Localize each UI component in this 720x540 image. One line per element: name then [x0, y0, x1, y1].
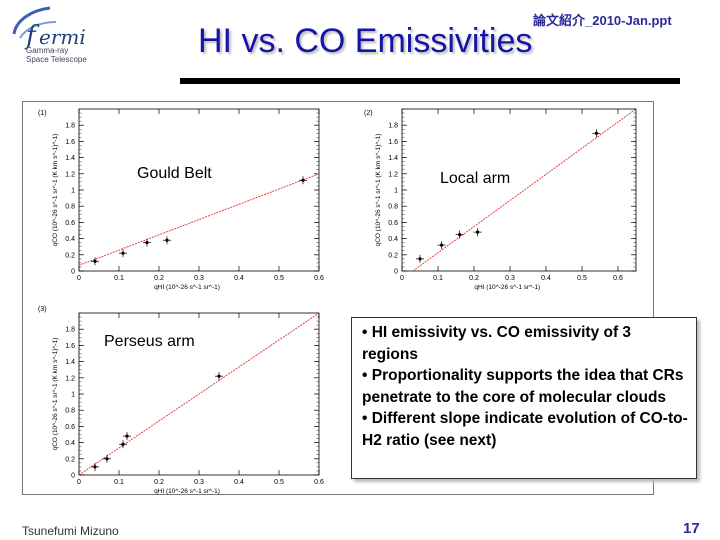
x-tick-label: 0.3 — [505, 275, 515, 282]
title-rule — [180, 78, 680, 84]
y-tick-label: 0.2 — [388, 252, 398, 259]
x-tick-label: 0 — [400, 275, 404, 282]
x-tick-label: 0 — [77, 479, 81, 486]
y-tick-label: 1 — [71, 392, 75, 399]
y-tick-label: 1.4 — [65, 155, 75, 162]
y-tick-label: 1.2 — [65, 171, 75, 178]
page-number: 17 — [683, 520, 700, 537]
file-note: 論文紹介_2010-Jan.ppt — [533, 13, 672, 28]
x-tick-label: 0.4 — [234, 479, 244, 486]
y-tick-label: 1.2 — [388, 171, 398, 178]
data-point — [145, 241, 149, 245]
y-tick-label: 0.4 — [65, 440, 75, 447]
panel-id: (2) — [364, 110, 373, 117]
region-label: Local arm — [440, 170, 510, 187]
bullet-3: • Different slope indicate evolution of … — [362, 410, 688, 449]
y-tick-label: 1.6 — [65, 343, 75, 350]
plot-frame — [401, 108, 637, 272]
y-tick-label: 0.6 — [388, 220, 398, 227]
x-tick-label: 0.5 — [274, 275, 284, 282]
x-axis-label: qHI (10^-26 s^-1 sr^-1) — [154, 284, 220, 291]
panel-id: (3) — [38, 306, 47, 313]
data-point — [125, 434, 129, 438]
y-tick-label: 0 — [394, 269, 398, 276]
x-tick-label: 0 — [77, 275, 81, 282]
data-point — [594, 131, 599, 135]
y-tick-label: 1.8 — [65, 123, 75, 130]
y-tick-label: 1.4 — [388, 155, 398, 162]
data-point — [440, 243, 444, 247]
y-tick-label: 0.2 — [65, 456, 75, 463]
y-tick-label: 0.4 — [388, 236, 398, 243]
x-tick-label: 0.6 — [613, 275, 623, 282]
logo-subtitle-2: Space Telescope — [26, 55, 87, 64]
bullet-box: • HI emissivity vs. CO emissivity of 3 r… — [351, 317, 697, 479]
x-tick-label: 0.4 — [541, 275, 551, 282]
data-point — [121, 442, 125, 446]
data-point — [476, 230, 480, 234]
figure-frame — [22, 101, 654, 495]
data-point — [93, 465, 97, 469]
y-tick-label: 1 — [71, 188, 75, 195]
y-tick-label: 0.2 — [65, 252, 75, 259]
data-point — [105, 457, 109, 461]
y-tick-label: 1.2 — [65, 375, 75, 382]
y-tick-label: 1.8 — [388, 123, 398, 130]
y-axis-label: qCO (10^-26 s^-1 sr^-1 (K km s^-1)^-1) — [52, 338, 59, 451]
y-tick-label: 0.8 — [65, 408, 75, 415]
x-axis-label: qHI (10^-26 s^-1 sr^-1) — [154, 488, 220, 495]
y-axis-label: qCO (10^-26 s^-1 sr^-1 (K km s^-1)^-1) — [375, 134, 382, 247]
y-tick-label: 1.8 — [65, 327, 75, 334]
region-label: Gould Belt — [137, 165, 212, 182]
fit-line — [412, 108, 637, 272]
x-tick-label: 0.5 — [274, 479, 284, 486]
y-tick-label: 1 — [394, 188, 398, 195]
y-tick-label: 0 — [71, 473, 75, 480]
y-tick-label: 0.8 — [388, 204, 398, 211]
y-tick-label: 0.8 — [65, 204, 75, 211]
x-tick-label: 0.2 — [154, 275, 164, 282]
y-tick-label: 1.6 — [65, 139, 75, 146]
y-tick-label: 0.6 — [65, 220, 75, 227]
x-tick-label: 0.1 — [114, 479, 124, 486]
fit-line — [78, 173, 320, 266]
logo-subtitle-1: Gamma-ray — [26, 46, 69, 55]
data-point — [165, 238, 169, 242]
data-point — [458, 232, 462, 237]
x-tick-label: 0.5 — [577, 275, 587, 282]
fit-line — [78, 312, 320, 476]
x-tick-label: 0.3 — [194, 275, 204, 282]
emissivity-plots: 0 0.2 0.4 0.6 0.8 1 1.2 1.4 1.6 1.8 0 0.1 0.2 0.3 0.4 0… — [38, 108, 637, 495]
x-axis-label: qHI (10^-26 s^-1 sr^-1) — [474, 284, 540, 291]
y-tick-label: 1.6 — [388, 139, 398, 146]
x-tick-label: 0.1 — [114, 275, 124, 282]
logo-word: ermi — [39, 25, 86, 49]
plot-frame — [78, 108, 320, 272]
y-tick-label: 1.4 — [65, 359, 75, 366]
bullet-2: • Proportionality supports the idea that… — [362, 367, 684, 406]
data-point — [217, 374, 221, 378]
data-point — [121, 251, 125, 255]
y-tick-label: 0.6 — [65, 424, 75, 431]
x-tick-label: 0.3 — [194, 479, 204, 486]
author: Tsunefumi Mizuno — [22, 524, 119, 538]
panel-id: (1) — [38, 110, 47, 117]
data-point — [301, 178, 305, 182]
y-axis-label: qCO (10^-26 s^-1 sr^-1 (K km s^-1)^-1) — [52, 134, 59, 247]
slide-title: HI vs. CO Emissivities — [198, 22, 533, 60]
x-tick-label: 0.1 — [433, 275, 443, 282]
x-tick-label: 0.2 — [469, 275, 479, 282]
data-point — [93, 259, 97, 263]
x-tick-label: 0.6 — [314, 275, 324, 282]
fermi-logo-icon: f ermi — [12, 6, 86, 51]
bullet-1: • HI emissivity vs. CO emissivity of 3 r… — [362, 324, 632, 363]
y-tick-label: 0 — [71, 269, 75, 276]
region-label: Perseus arm — [104, 333, 195, 350]
data-point — [418, 257, 422, 261]
x-tick-label: 0.6 — [314, 479, 324, 486]
y-tick-label: 0.4 — [65, 236, 75, 243]
x-tick-label: 0.4 — [234, 275, 244, 282]
x-tick-label: 0.2 — [154, 479, 164, 486]
fermi-logo: f ermi — [6, 4, 86, 68]
